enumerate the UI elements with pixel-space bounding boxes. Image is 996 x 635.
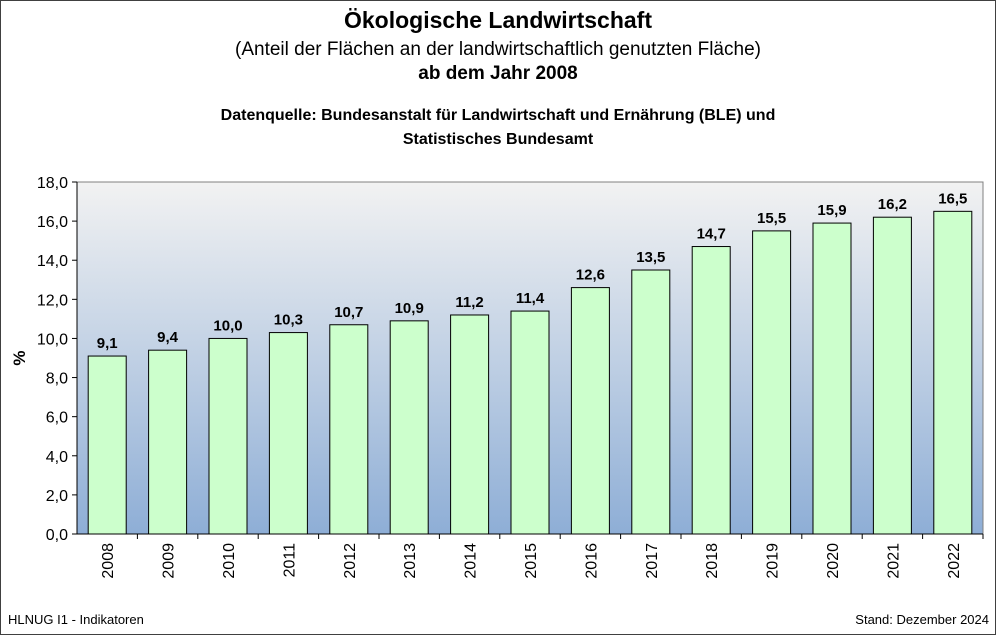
chart-title: Ökologische Landwirtschaft [344,7,652,33]
x-tick-label: 2011 [281,543,298,578]
chart-subtitle: (Anteil der Flächen an der landwirtschaf… [235,39,761,60]
x-tick-label: 2014 [463,543,480,579]
bar-2012 [329,324,369,535]
x-tick-label: 2017 [644,543,661,579]
data-label: 9,4 [157,329,179,346]
y-tick-label: 0,0 [46,527,68,544]
bar-2013 [389,320,429,535]
data-label: 16,5 [938,190,967,207]
data-label: 11,4 [516,290,545,307]
bar-2009 [148,349,188,535]
data-label: 10,7 [334,304,363,321]
data-label: 16,2 [878,196,907,213]
source-line-2: Statistisches Bundesamt [402,131,594,148]
data-label: 9,1 [97,335,118,352]
y-axis-label: % [10,350,29,365]
bar-2021 [872,216,912,535]
y-tick-label: 12,0 [37,292,68,309]
bar-2016 [570,287,610,535]
data-label: 14,7 [697,226,726,243]
source-line-1: Datenquelle: Bundesanstalt für Landwirts… [220,107,776,124]
bar-2008 [87,355,127,535]
y-tick-label: 18,0 [37,175,68,192]
data-label: 15,5 [757,210,786,227]
y-tick-label: 4,0 [46,449,68,466]
y-tick-label: 10,0 [37,331,68,348]
footer-left: HLNUG I1 - Indikatoren [8,612,144,627]
chart-title-period: ab dem Jahr 2008 [418,63,578,84]
bar-2015 [510,310,550,535]
data-label: 13,5 [636,249,665,266]
x-tick-label: 2018 [704,543,721,579]
y-tick-label: 2,0 [46,488,68,505]
bar-2019 [752,230,792,535]
x-tick-label: 2022 [946,543,963,579]
data-label: 11,2 [455,294,483,311]
x-tick-label: 2015 [523,543,540,579]
y-tick-label: 14,0 [37,253,68,270]
footer-date: Stand: Dezember 2024 [855,612,989,627]
data-label: 10,9 [395,300,424,317]
x-tick-label: 2019 [765,543,782,579]
data-label: 12,6 [576,267,605,284]
y-tick-label: 16,0 [37,214,68,231]
x-tick-label: 2012 [342,543,359,579]
x-tick-label: 2010 [221,543,238,579]
y-tick-label: 6,0 [46,410,68,427]
x-tick-label: 2016 [583,543,600,579]
bar-2010 [208,337,248,535]
bar-2022 [933,210,973,535]
x-tick-label: 2021 [885,543,902,579]
x-tick-label: 2013 [402,543,419,579]
bar-2018 [691,246,731,535]
x-tick-label: 2009 [161,543,178,579]
y-tick-label: 8,0 [46,371,68,388]
data-label: 10,0 [213,317,242,334]
bar-2017 [631,269,671,535]
x-tick-label: 2008 [100,543,117,579]
data-label: 15,9 [817,202,846,219]
data-label: 10,3 [274,312,303,329]
bar-2020 [812,222,852,535]
bar-2014 [450,314,490,535]
x-tick-label: 2020 [825,543,842,579]
bar-2011 [268,332,308,535]
